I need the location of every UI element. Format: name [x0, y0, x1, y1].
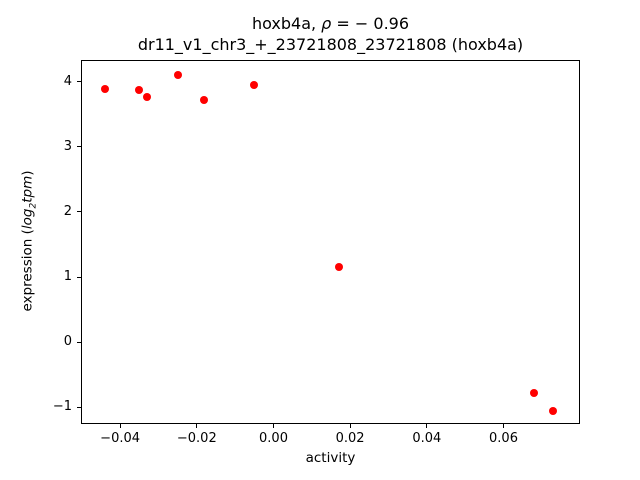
x-tick-mark: [196, 424, 198, 428]
y-tick-label: 2: [63, 203, 72, 219]
x-tick-mark: [503, 424, 504, 428]
data-point: [530, 389, 539, 397]
y-label-close-paren: ): [19, 170, 36, 176]
y-tick-label: 4: [63, 73, 72, 89]
y-tick-mark: [77, 146, 81, 148]
chart-title-line1: hoxb4a, ρ = − 0.96: [81, 14, 580, 35]
plot-area: [81, 60, 580, 424]
y-tick-mark: [77, 406, 81, 408]
y-tick-mark: [77, 276, 81, 278]
title-rho-symbol: ρ: [321, 14, 332, 33]
y-tick-mark: [77, 211, 81, 213]
x-tick-label: 0.00: [259, 431, 288, 446]
data-point: [173, 71, 182, 79]
x-tick-mark: [349, 424, 351, 428]
data-point: [549, 406, 558, 415]
data-point: [250, 80, 259, 89]
data-point: [100, 84, 109, 93]
x-tick-label: 0.06: [489, 431, 518, 446]
y-axis-label: expression (log2tpm): [20, 170, 39, 311]
y-tick-label: 0: [63, 334, 72, 350]
chart-subtitle: dr11_v1_chr3_+_23721808_23721808 (hoxb4a…: [137, 34, 524, 54]
data-point: [200, 96, 209, 105]
y-tick-mark: [77, 341, 81, 343]
y-tick-label: 1: [63, 269, 72, 284]
y-tick-mark: [77, 81, 81, 82]
data-point: [334, 262, 343, 271]
y-label-math: log2tpm: [19, 175, 39, 230]
data-point: [135, 86, 144, 94]
x-tick-label: 0.02: [335, 431, 365, 446]
title-gene-text: hoxb4a,: [251, 14, 322, 33]
title-rho-value: = − 0.96: [331, 14, 410, 33]
x-tick-label: −0.04: [100, 431, 141, 446]
x-tick-mark: [426, 424, 428, 428]
x-tick-label: 0.04: [412, 431, 442, 446]
y-tick-label: −1: [52, 399, 72, 415]
x-tick-mark: [273, 424, 274, 428]
y-tick-label: 3: [63, 138, 72, 154]
x-axis-label: activity: [305, 450, 356, 466]
data-point: [142, 92, 151, 101]
x-tick-label: −0.02: [176, 431, 217, 446]
chart-title: hoxb4a, ρ = − 0.96 dr11_v1_chr3_+_237218…: [81, 14, 580, 55]
x-tick-mark: [119, 424, 121, 428]
y-label-text: expression (: [19, 229, 36, 312]
